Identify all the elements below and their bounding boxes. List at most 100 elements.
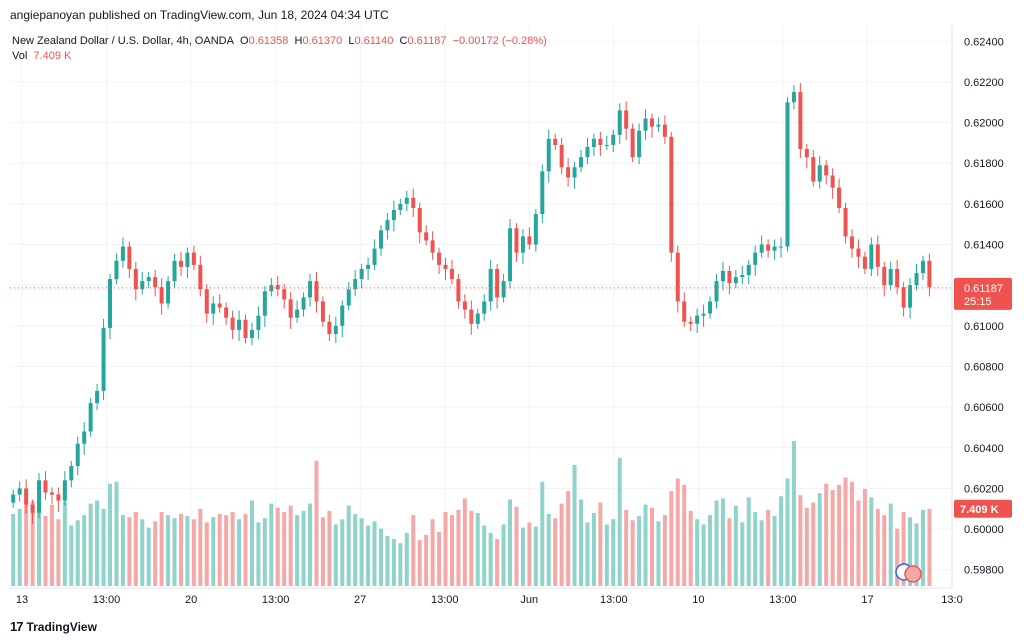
candle-body	[24, 488, 29, 505]
volume-bar	[604, 524, 609, 586]
candle	[275, 276, 280, 297]
candle-body	[288, 299, 293, 318]
volume-bar	[708, 515, 713, 586]
volume-bar	[720, 498, 725, 586]
volume-bar	[333, 524, 338, 586]
candle-body	[224, 307, 229, 318]
candle	[237, 310, 242, 342]
volume-bar	[140, 519, 145, 586]
y-tick-label: 0.62000	[964, 118, 1004, 130]
legend-volume-row: Vol 7.409 K	[12, 49, 547, 64]
volume-bar	[837, 484, 842, 586]
candle-body	[566, 167, 571, 178]
volume-bar	[649, 507, 654, 586]
legend-vol-value: 7.409 K	[33, 50, 72, 62]
candle	[462, 294, 467, 319]
footer-brand[interactable]: 17 TradingView	[10, 619, 97, 634]
volume-bar	[49, 504, 54, 586]
candle-body	[811, 157, 816, 182]
legend-symbol: New Zealand Dollar / U.S. Dollar, 4h, OA…	[12, 35, 234, 47]
candle	[224, 302, 229, 325]
y-tick-label: 0.60400	[964, 443, 1004, 455]
volume-bar	[62, 501, 67, 586]
candle	[82, 422, 87, 455]
candle	[411, 188, 416, 218]
candle-body	[456, 279, 461, 302]
candle	[114, 253, 119, 285]
volume-bar	[153, 521, 158, 586]
candle-body	[817, 165, 822, 182]
x-tick-label: 13:00	[93, 594, 121, 606]
y-tick-label: 0.61600	[964, 199, 1004, 211]
candle-body	[404, 197, 409, 204]
candle	[443, 257, 448, 281]
candle	[501, 273, 506, 303]
volume-bar	[811, 502, 816, 586]
volume-bar	[101, 508, 106, 586]
candle-body	[30, 504, 35, 513]
candle-body	[766, 244, 771, 251]
candle-body	[95, 390, 100, 404]
candle	[533, 208, 538, 252]
candle-body	[159, 287, 164, 304]
legend-high-label: H	[294, 35, 303, 47]
volume-bar	[159, 511, 164, 586]
candle-body	[424, 232, 429, 241]
candle-body	[275, 285, 280, 290]
candle	[824, 160, 829, 185]
candle-body	[875, 244, 880, 267]
candle-body	[198, 264, 203, 290]
candle-body	[75, 443, 80, 467]
candle-body	[269, 285, 274, 292]
candle-body	[662, 124, 667, 137]
candle-body	[120, 246, 125, 261]
volume-bar	[624, 509, 629, 586]
candle-body	[688, 321, 693, 324]
y-tick-label: 0.62200	[964, 77, 1004, 89]
candle	[624, 101, 629, 140]
volume-bars	[11, 441, 932, 586]
candle	[804, 143, 809, 169]
volume-bar	[211, 517, 216, 586]
candle	[920, 255, 925, 281]
candle-body	[108, 279, 113, 328]
candle	[475, 308, 480, 329]
candle	[49, 487, 54, 504]
volume-bar	[862, 488, 867, 586]
candle	[656, 117, 661, 132]
candle	[140, 271, 145, 295]
volume-bar	[669, 491, 674, 586]
candle	[172, 253, 177, 289]
candle	[391, 200, 396, 232]
x-tick-label: 27	[354, 594, 366, 606]
candle-body	[520, 236, 525, 253]
volume-bar	[391, 539, 396, 586]
candle-body	[888, 268, 893, 286]
legend-low-label: L	[348, 35, 355, 47]
candle-body	[708, 301, 713, 314]
legend-change: −0.00172 (−0.28%)	[452, 35, 547, 47]
candle	[62, 471, 67, 506]
legend: New Zealand Dollar / U.S. Dollar, 4h, OA…	[12, 34, 547, 64]
volume-bar	[243, 514, 248, 586]
candle	[488, 259, 493, 311]
candle-body	[101, 327, 106, 391]
x-tick-label: 13:0	[941, 594, 962, 606]
candle-body	[914, 272, 919, 286]
candle	[837, 178, 842, 214]
volume-bar	[417, 540, 422, 586]
candle-body	[714, 281, 719, 302]
legend-close-value: 0.61187	[407, 35, 447, 47]
volume-bar	[411, 515, 416, 586]
candle	[662, 115, 667, 144]
y-tick-label: 0.61800	[964, 158, 1004, 170]
candle	[166, 276, 171, 309]
candle-body	[340, 305, 345, 326]
y-tick-label: 0.60600	[964, 402, 1004, 414]
last-price-tag	[954, 277, 1012, 310]
candle-body	[585, 146, 590, 158]
volume-bar	[88, 503, 93, 586]
candle-body	[733, 277, 738, 284]
